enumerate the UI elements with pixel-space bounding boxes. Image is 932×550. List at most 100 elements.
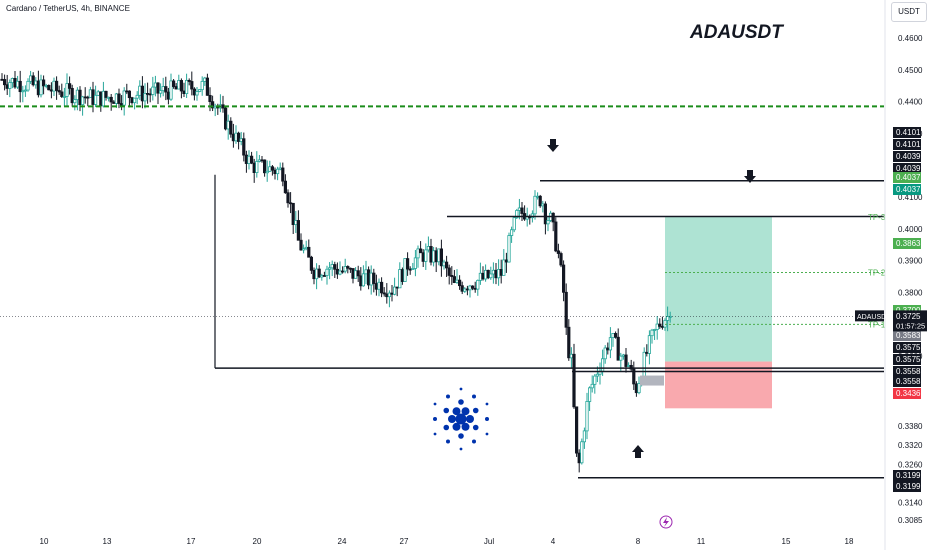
candle-body	[619, 355, 623, 361]
candle	[564, 283, 568, 335]
lightning-icon-ring[interactable]	[659, 515, 673, 529]
candle	[421, 249, 425, 268]
candle	[398, 262, 402, 289]
candle	[135, 91, 139, 105]
candle	[231, 123, 235, 148]
candle	[476, 279, 480, 296]
candle	[515, 208, 519, 220]
candle-body	[278, 167, 282, 170]
candle-body	[288, 202, 293, 205]
candle	[455, 269, 459, 284]
logo-dot	[458, 433, 464, 439]
lightning-icon[interactable]	[659, 515, 673, 529]
candle	[567, 319, 571, 361]
candle	[234, 125, 238, 144]
price-tick-label: 0.3260	[898, 460, 923, 469]
candle-body	[650, 329, 654, 337]
candle	[57, 85, 61, 95]
candle	[166, 87, 170, 105]
candle	[374, 274, 379, 296]
lightning-icon-bolt[interactable]	[663, 517, 669, 527]
price-label-badge: 0.4039	[893, 163, 921, 174]
price-label-bg	[893, 163, 921, 174]
logo-dot	[452, 407, 461, 416]
annotation-arrows	[547, 139, 756, 458]
candle	[208, 87, 212, 112]
candle-body	[268, 166, 272, 172]
candle	[343, 258, 347, 274]
candle	[496, 259, 501, 286]
candle	[338, 261, 342, 276]
candle-body	[418, 248, 423, 254]
candle-body	[590, 383, 594, 389]
price-label-badge: 0.3558	[893, 366, 921, 377]
candle-body	[457, 279, 462, 287]
candle-body	[135, 94, 139, 99]
candle	[439, 239, 444, 277]
candle	[23, 85, 28, 97]
price-tick-label: 0.3085	[898, 516, 923, 525]
candle	[551, 212, 555, 232]
candle	[478, 262, 483, 285]
price-label-badge: 0.4101	[893, 127, 921, 138]
candle	[340, 266, 345, 274]
candle	[187, 78, 191, 86]
time-tick-label: 10	[40, 537, 49, 546]
candle-body	[385, 293, 389, 298]
candle-body	[421, 252, 425, 262]
candle-body	[575, 406, 579, 454]
candle	[465, 285, 470, 296]
candle	[346, 265, 350, 274]
candle-body	[210, 101, 215, 109]
candle	[585, 392, 589, 440]
logo-dot	[446, 394, 450, 399]
candle	[658, 318, 662, 329]
candle-body	[203, 77, 207, 82]
candle	[247, 150, 251, 170]
candle	[429, 238, 433, 266]
down-arrow-icon	[744, 170, 756, 183]
candle	[195, 87, 199, 101]
candle	[229, 117, 233, 138]
candle-body	[624, 354, 628, 367]
candle	[13, 70, 17, 89]
candle	[536, 192, 540, 200]
candle	[655, 316, 659, 340]
candle	[156, 82, 160, 105]
price-tick-label: 0.4100	[898, 193, 923, 202]
up-arrow-icon	[632, 445, 644, 458]
candle	[463, 287, 467, 293]
stop-zone[interactable]	[665, 361, 772, 409]
countdown-text: 01:57:25	[896, 321, 925, 330]
candle	[452, 269, 457, 284]
price-label-text: 0.4101	[896, 128, 921, 137]
logo-dot	[485, 402, 489, 406]
candle	[603, 345, 607, 364]
candle-body	[314, 268, 319, 280]
candle-body	[132, 97, 137, 104]
candle	[621, 353, 626, 360]
time-tick-label: 11	[697, 537, 706, 546]
candle-body	[68, 83, 72, 89]
candle-body	[390, 292, 394, 295]
candle-body	[317, 268, 321, 278]
target-zone[interactable]	[665, 217, 772, 362]
candle	[314, 263, 319, 290]
candle	[645, 344, 649, 357]
candle-body	[460, 285, 464, 292]
logo-dot	[455, 413, 467, 425]
candle	[257, 154, 262, 163]
logo-dot	[485, 432, 489, 436]
candle	[268, 160, 272, 172]
candle	[559, 251, 563, 268]
candle-body	[91, 89, 95, 105]
candle	[96, 89, 100, 96]
currency-unit-button[interactable]: USDT	[891, 2, 927, 22]
candle-body	[489, 273, 493, 279]
candle	[494, 262, 498, 285]
candle	[101, 81, 105, 108]
candle	[325, 265, 329, 285]
candle	[104, 90, 108, 101]
candle-body	[270, 166, 275, 171]
